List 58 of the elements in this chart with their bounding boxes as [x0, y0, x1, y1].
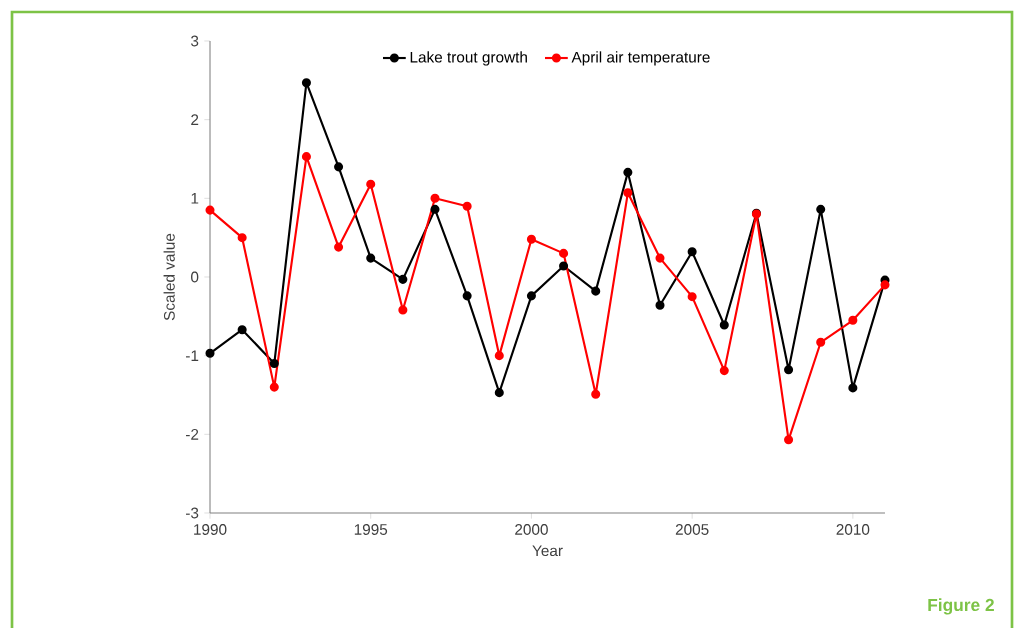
- point: [655, 253, 665, 263]
- point: [880, 280, 890, 290]
- y-tick-label: 0: [191, 271, 199, 283]
- x-tick-label: 2005: [675, 524, 709, 535]
- point: [719, 366, 729, 376]
- point: [237, 233, 247, 243]
- y-tick-label: 1: [191, 193, 199, 204]
- y-tick-label: -3: [186, 507, 199, 519]
- point: [848, 315, 858, 325]
- x-tick-label: 1995: [354, 524, 388, 535]
- point: [816, 204, 826, 214]
- point: [623, 188, 633, 198]
- point: [784, 365, 794, 375]
- caption: Figure 2: [928, 598, 994, 615]
- point: [526, 234, 536, 244]
- point: [848, 383, 858, 393]
- point: [462, 291, 472, 301]
- point: [816, 337, 826, 347]
- point: [655, 300, 665, 310]
- y-axis-title: Scaled value: [163, 233, 175, 321]
- legend-label: April air temperature: [571, 51, 710, 66]
- point: [398, 274, 408, 284]
- y-tick-label: 2: [191, 114, 199, 126]
- point: [301, 152, 311, 162]
- y-tick-label: -1: [186, 350, 199, 361]
- point: [784, 435, 794, 445]
- point: [366, 253, 376, 263]
- point: [269, 382, 279, 392]
- y-tick-label: -2: [186, 428, 199, 440]
- point: [623, 167, 633, 177]
- point: [205, 348, 215, 358]
- point: [591, 286, 601, 296]
- x-axis-title: Year: [532, 545, 563, 557]
- point: [559, 248, 569, 258]
- point: [366, 179, 376, 189]
- x-tick-label: 2000: [515, 524, 548, 535]
- point: [687, 292, 697, 302]
- point: [526, 291, 536, 301]
- point: [719, 320, 729, 330]
- point: [559, 261, 569, 271]
- point: [494, 351, 504, 361]
- x-tick-label: 2010: [836, 524, 870, 535]
- point: [237, 325, 247, 335]
- point: [494, 388, 504, 398]
- legend-label: Lake trout growth: [410, 51, 527, 66]
- point: [301, 78, 311, 88]
- point: [334, 162, 344, 172]
- point: [205, 205, 215, 215]
- x-tick-label: 1990: [194, 524, 227, 535]
- point: [430, 193, 440, 203]
- point: [398, 305, 408, 315]
- y-tick-label: 3: [191, 35, 199, 47]
- point: [591, 389, 601, 399]
- point: [269, 358, 279, 369]
- point: [334, 242, 344, 252]
- point: [687, 247, 697, 257]
- point: [430, 204, 440, 214]
- point: [462, 201, 472, 211]
